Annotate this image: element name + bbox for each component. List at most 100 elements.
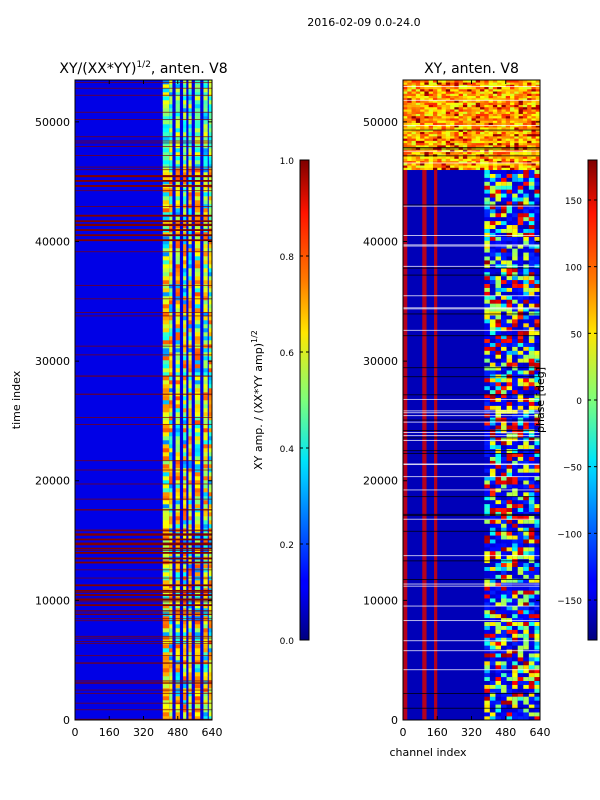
amplitude-flag-band [75,594,212,596]
amplitude-cell [188,564,192,569]
amplitude-cell [208,208,212,213]
phase-cell [484,252,490,257]
phase-cell [534,291,540,296]
amplitude-cell [183,104,187,109]
phase-cell [501,456,507,461]
phase-cell [528,330,535,336]
phase-cell [495,668,502,674]
phase-upper-cell [527,133,532,137]
amplitude-cell [183,96,187,101]
phase-upper-cell [488,102,494,105]
phase-upper-cell [445,140,451,144]
phase-upper-cell [488,111,494,114]
phase-upper-cell [475,106,481,110]
amplitude-cell [183,372,187,377]
phase-cell [489,232,496,237]
amplitude-flag-line [75,689,212,691]
phase-cell [528,484,535,489]
phase-cell [501,700,507,705]
amplitude-cell [183,272,187,277]
phase-cell [512,201,518,206]
amplitude-cell [183,328,187,333]
amplitude-cell [188,416,192,421]
phase-cell [512,436,518,442]
phase-cell [517,661,524,666]
phase-upper-cell [522,102,528,105]
amplitude-flag-band [75,234,212,237]
phase-cell [517,712,524,717]
phase-upper-cell [415,82,421,85]
amplitude-cell [169,564,173,569]
phase-cell [534,354,540,359]
phase-cell [512,401,518,406]
phase-cell [501,205,507,210]
phase-upper-cell [445,138,451,141]
phase-upper-cell [420,165,425,168]
phase-cell [506,641,513,646]
phase-cell [528,228,535,233]
amplitude-cell [183,388,187,393]
phase-upper-cell [437,88,442,92]
phase-cell [506,633,513,638]
phase-cell [484,680,490,685]
phase-cell [517,366,524,371]
phase-upper-cell [480,124,485,128]
amplitude-cell [208,280,212,285]
phase-upper-cell [527,162,532,166]
phase-cell [534,429,540,434]
phase-cell [489,578,496,583]
phase-upper-cell [484,160,489,164]
phase-cell [501,688,507,693]
phase-upper-cell [424,113,429,117]
phase-cell [489,330,496,336]
amplitude-cell [188,128,192,133]
amplitude-cell [183,136,187,141]
amplitude-cell [183,552,187,557]
phase-cell [495,621,502,626]
phase-upper-cell [488,91,494,94]
phase-upper-cell [535,113,540,117]
phase-cell [534,661,540,666]
phase-cell [489,169,496,174]
phase-cell [528,554,535,560]
amplitude-cell [183,700,187,705]
phase-cell [534,649,540,654]
phase-upper-cell [531,122,537,126]
phase-cell [534,319,540,324]
phase-flag-line [403,605,540,607]
phase-cell [495,547,502,552]
amplitude-cell [203,116,208,121]
phase-cell [506,209,513,214]
amplitude-flag-line [75,509,212,511]
phase-cell [523,271,529,277]
phase-cell [501,169,507,174]
phase-cell [489,499,496,505]
amplitude-cell [169,448,173,453]
phase-upper-cell [522,162,528,166]
phase-upper-cell [488,158,494,162]
amplitude-cell [188,200,192,205]
amplitude-cell [194,496,201,501]
amplitude-cell [203,340,208,345]
phase-upper-cell [488,138,494,141]
phase-upper-cell [510,86,515,90]
phase-upper-cell [535,156,540,159]
phase-upper-cell [480,136,485,139]
phase-upper-cell [454,131,459,135]
phase-cell [523,440,529,446]
amplitude-cell [162,712,170,717]
phase-upper-cell [450,122,455,126]
phase-upper-cell [467,97,472,101]
phase-upper-cell [445,82,451,85]
phase-upper-cell [428,95,434,99]
phase-cell [506,240,513,245]
phase-xtick-label: 640 [530,726,551,739]
amplitude-cell [203,628,208,633]
phase-upper-cell [445,151,451,155]
amplitude-flag-line [75,601,212,603]
phase-cell [484,425,490,430]
phase-upper-cell [403,165,408,168]
amplitude-cell [175,388,180,393]
phase-upper-cell [484,86,489,90]
phase-upper-cell [488,131,494,135]
